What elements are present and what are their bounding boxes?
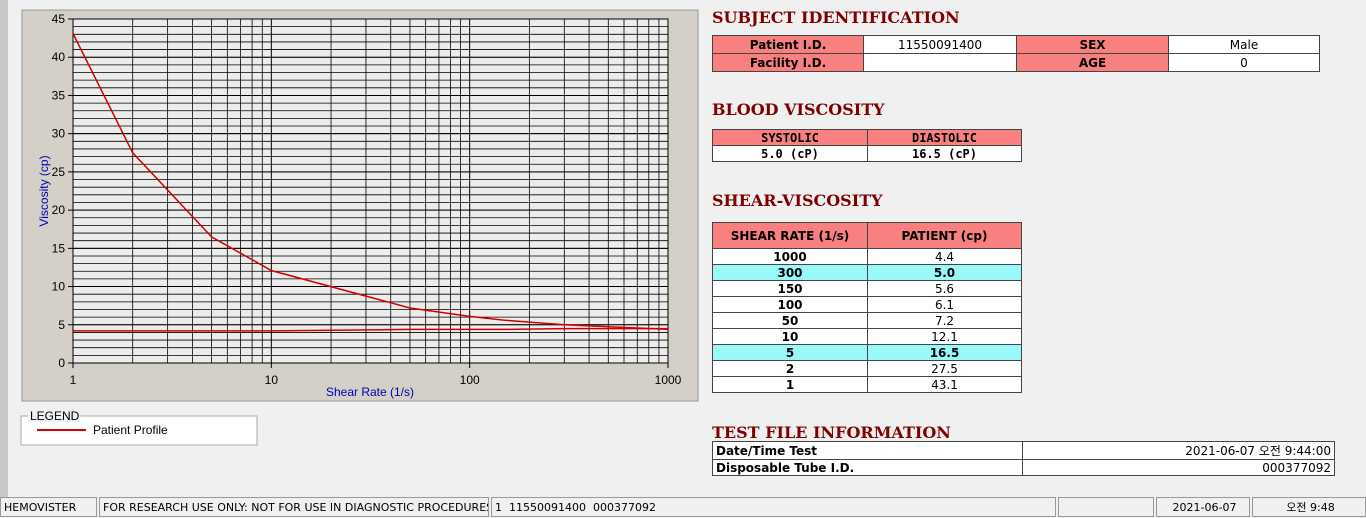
shear-rate-cell: 5 [712, 344, 868, 361]
y-tick-label: 40 [52, 50, 66, 64]
field-value: 0 [1168, 53, 1320, 72]
y-tick-label: 20 [52, 203, 66, 217]
field-label: Date/Time Test [712, 441, 1023, 460]
legend-entry: Patient Profile [93, 423, 168, 437]
blood-viscosity-table: SYSTOLIC DIASTOLIC 5.0 (cP) 16.5 (cP) [712, 129, 1022, 162]
test-file-table: Date/Time Test 2021-06-07 오전 9:44:00 Disp… [712, 441, 1335, 476]
status-pane: 2021-06-07 [1156, 497, 1250, 517]
header: SHEAR RATE (1/s) [712, 222, 868, 249]
field-value: 2021-06-07 오전 9:44:00 [1022, 441, 1335, 460]
shear-rate-cell: 10 [712, 328, 868, 345]
value: 16.5 (cP) [867, 145, 1022, 162]
section-title: BLOOD VISCOSITY [712, 100, 885, 119]
y-tick-label: 35 [52, 88, 66, 102]
field-value: 11550091400 [863, 35, 1017, 54]
shear-rate-cell: 100 [712, 296, 868, 313]
shear-rate-cell: 150 [712, 280, 868, 297]
shear-rate-cell: 1 [712, 376, 868, 393]
left-frame [0, 0, 8, 497]
status-bar: HEMOVISTER FOR RESEARCH USE ONLY: NOT FO… [0, 497, 1366, 518]
x-tick-label: 10 [265, 373, 279, 387]
legend-title: LEGEND [30, 409, 80, 423]
field-value: 000377092 [1022, 459, 1335, 476]
plot-frame [72, 18, 669, 364]
field-value [863, 53, 1017, 72]
y-tick-label: 0 [58, 356, 65, 370]
data-line [73, 327, 668, 332]
x-tick-label: 100 [460, 373, 480, 387]
plot-area [73, 19, 668, 363]
x-axis-label: Shear Rate (1/s) [326, 385, 414, 399]
field-value: Male [1168, 35, 1320, 54]
shear-rate-cell: 50 [712, 312, 868, 329]
table-row: 1 43.1 [712, 376, 1022, 393]
table-row: 1000 4.4 [712, 248, 1022, 265]
viscosity-cell: 6.1 [867, 296, 1022, 313]
viscosity-cell: 12.1 [867, 328, 1022, 345]
y-tick-label: 30 [52, 127, 66, 141]
header: DIASTOLIC [867, 129, 1022, 146]
y-tick-label: 15 [52, 241, 66, 255]
field-label: AGE [1016, 53, 1169, 72]
x-tick-label: 1000 [655, 373, 682, 387]
viscosity-cell: 16.5 [867, 344, 1022, 361]
y-tick-label: 10 [52, 280, 66, 294]
data-line [72, 33, 669, 331]
field-label: Disposable Tube I.D. [712, 459, 1023, 476]
table-row: 150 5.6 [712, 280, 1022, 297]
field-label: SEX [1016, 35, 1169, 54]
viscosity-cell: 27.5 [867, 360, 1022, 377]
shear-rate-cell: 2 [712, 360, 868, 377]
viscosity-cell: 5.0 [867, 264, 1022, 281]
y-tick-label: 25 [52, 165, 66, 179]
legend-title-bg [28, 409, 80, 422]
table-row: 50 7.2 [712, 312, 1022, 329]
chart: Shear Rate (1/s) Viscosity (cp) LEGEND 0… [20, 9, 699, 446]
y-tick-label: 5 [58, 318, 65, 332]
shear-viscosity-table: SHEAR RATE (1/s) PATIENT (cp) 1000 4.4 300 5… [712, 222, 1022, 393]
field-label: Patient I.D. [712, 35, 864, 54]
status-pane: HEMOVISTER [0, 497, 97, 517]
header: PATIENT (cp) [867, 222, 1022, 249]
value: 5.0 (cP) [712, 145, 868, 162]
table-row: 100 6.1 [712, 296, 1022, 313]
table-row: 300 5.0 [712, 264, 1022, 281]
viscosity-cell: 5.6 [867, 280, 1022, 297]
status-pane: 오전 9:48 [1252, 497, 1366, 517]
y-axis-label: Viscosity (cp) [37, 155, 51, 226]
viscosity-cell: 4.4 [867, 248, 1022, 265]
section-title: SHEAR-VISCOSITY [712, 191, 883, 210]
header: SYSTOLIC [712, 129, 868, 146]
y-tick-label: 45 [52, 12, 66, 26]
table-row: 5 16.5 [712, 344, 1022, 361]
section-title: TEST FILE INFORMATION [712, 423, 951, 442]
viscosity-cell: 43.1 [867, 376, 1022, 393]
table-row: 10 12.1 [712, 328, 1022, 345]
shear-rate-cell: 300 [712, 264, 868, 281]
status-pane: 1 11550091400 000377092 [491, 497, 1056, 517]
x-tick-label: 1 [70, 373, 77, 387]
section-title: SUBJECT IDENTIFICATION [712, 8, 960, 27]
field-label: Facility I.D. [712, 53, 864, 72]
subject-table: Patient I.D. 11550091400 SEX Male Facility … [712, 35, 1320, 72]
status-pane: FOR RESEARCH USE ONLY: NOT FOR USE IN DI… [99, 497, 489, 517]
shear-rate-cell: 1000 [712, 248, 868, 265]
table-row: 2 27.5 [712, 360, 1022, 377]
status-pane [1058, 497, 1154, 517]
viscosity-cell: 7.2 [867, 312, 1022, 329]
